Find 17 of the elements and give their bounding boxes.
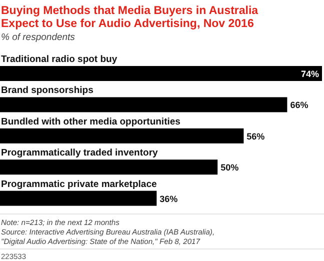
data-label: 36% bbox=[160, 194, 178, 204]
bar bbox=[0, 128, 244, 144]
y-tick-label: Programmatically traded inventory bbox=[1, 148, 159, 159]
bar bbox=[0, 66, 322, 81]
chart-title: Buying Methods that Media Buyers in Australia Expect to Use for Audio Advertising, Nov 2016 bbox=[1, 5, 259, 30]
y-tick-label: Brand sponsorships bbox=[1, 85, 94, 96]
data-label: 66% bbox=[290, 100, 308, 110]
bar bbox=[0, 160, 218, 175]
bar bbox=[0, 97, 288, 112]
data-label: 74% bbox=[300, 69, 319, 79]
y-tick-label: Bundled with other media opportunities bbox=[1, 116, 180, 128]
chart-subtitle: % of respondents bbox=[1, 32, 76, 43]
data-label: 50% bbox=[220, 162, 239, 173]
y-tick-label: Programmatic private marketplace bbox=[1, 178, 157, 190]
data-label: 56% bbox=[246, 131, 265, 142]
y-tick-label: Traditional radio spot buy bbox=[1, 54, 118, 65]
bar bbox=[0, 190, 157, 206]
